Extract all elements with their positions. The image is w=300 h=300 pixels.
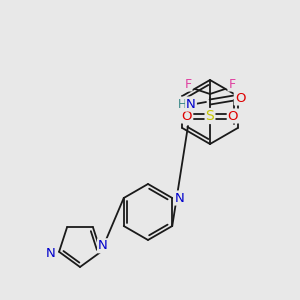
Text: O: O [182, 110, 192, 122]
Text: F: F [228, 77, 236, 91]
Text: O: O [228, 110, 238, 122]
Text: H: H [178, 98, 186, 110]
Text: N: N [46, 247, 56, 260]
Text: S: S [206, 109, 214, 123]
Text: O: O [235, 92, 245, 104]
Text: N: N [174, 191, 184, 205]
Text: F: F [184, 77, 192, 91]
Text: N: N [186, 98, 196, 110]
Text: N: N [98, 239, 108, 252]
